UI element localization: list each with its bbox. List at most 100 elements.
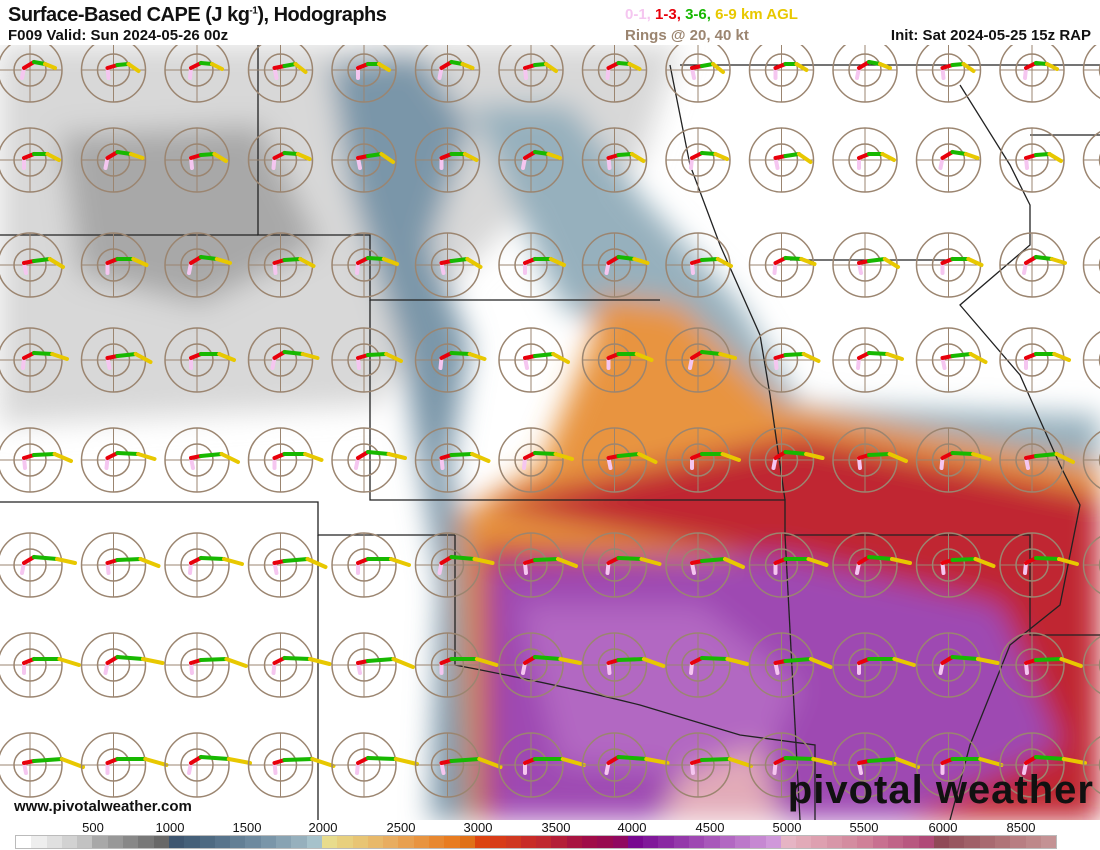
hodograph-segment <box>55 557 77 565</box>
hodograph-segment <box>700 656 730 661</box>
hodograph-segment <box>616 255 637 261</box>
hodograph-segment <box>627 62 642 71</box>
hodograph-segment <box>32 555 59 561</box>
hodograph <box>498 127 564 193</box>
hodograph-segment <box>472 557 495 565</box>
hodograph-segment <box>1047 152 1063 163</box>
hodograph <box>0 632 81 698</box>
hodograph <box>581 532 662 598</box>
colorbar-label: 500 <box>82 820 104 835</box>
hodograph-segment <box>867 452 892 457</box>
hodograph-segment <box>616 556 644 561</box>
hodograph-segment <box>632 257 650 265</box>
hodograph <box>498 632 582 698</box>
hodograph-segment <box>1059 657 1083 668</box>
colorbar-label: 6000 <box>928 820 958 835</box>
hodograph <box>915 732 1004 798</box>
hodograph-segment <box>300 352 320 360</box>
colorbar-swatch <box>505 836 521 848</box>
hodograph-layer-legend: 0-1, 1-3, 3-6, 6-9 km AGL <box>625 6 798 23</box>
hodograph <box>331 232 399 298</box>
hodograph <box>80 427 157 493</box>
hodograph-segment <box>1057 557 1079 566</box>
hodograph <box>999 632 1083 698</box>
hodograph-segment <box>799 257 817 266</box>
colorbar-swatch <box>46 836 62 848</box>
hodograph-segment <box>305 557 328 569</box>
colorbar-swatch <box>474 836 491 848</box>
hodograph-segment <box>32 452 57 457</box>
colorbar-swatch <box>857 836 873 848</box>
hodograph-segment <box>210 62 224 71</box>
hodograph-segment <box>32 757 64 763</box>
colorbar-swatch <box>276 836 292 848</box>
hodograph-segment <box>449 757 482 763</box>
hodograph-segment <box>460 62 475 70</box>
hodograph-segment <box>806 557 829 567</box>
hodograph-segment <box>963 152 980 160</box>
hodograph <box>0 327 69 393</box>
hodograph-segment <box>975 657 1000 665</box>
hodograph <box>665 327 737 393</box>
hodograph-segment <box>32 257 52 263</box>
hodograph <box>915 327 988 393</box>
hodograph-segment <box>700 557 727 563</box>
colorbar-swatch <box>887 836 904 848</box>
hodograph-segment <box>971 452 992 461</box>
hodograph-segment <box>867 757 899 763</box>
colorbar-label: 4000 <box>617 820 647 835</box>
hodograph <box>915 232 984 298</box>
hodograph-segment <box>282 257 303 262</box>
colorbar-swatch <box>658 836 674 848</box>
layer-0-1: 0-1, <box>625 6 651 23</box>
hodograph <box>999 127 1065 193</box>
hodograph-segment <box>199 556 226 561</box>
hodograph-segment <box>894 757 920 769</box>
colorbar-swatch <box>490 836 506 848</box>
hodograph-segment <box>715 257 733 268</box>
colorbar-label: 8500 <box>1006 820 1036 835</box>
site-url[interactable]: www.pivotalweather.com <box>14 798 192 815</box>
hodograph-segment <box>533 451 558 456</box>
hodograph-segment <box>477 757 503 769</box>
hodograph <box>581 327 654 393</box>
hodograph-segment <box>115 451 141 456</box>
colorbar-swatch <box>796 836 812 848</box>
colorbar-swatch <box>306 836 322 848</box>
hodograph-segment <box>133 352 153 364</box>
hodograph-segment <box>115 557 143 562</box>
hodograph <box>915 127 982 193</box>
hodograph-segment <box>783 152 801 158</box>
colorbar-swatch <box>597 836 613 848</box>
hodograph-segment <box>143 757 169 767</box>
colorbar-swatch <box>92 836 108 848</box>
hodograph-segment <box>214 257 232 265</box>
hodograph-segment <box>548 257 566 267</box>
hodograph-segment <box>1034 452 1059 458</box>
hodograph-segment <box>393 757 419 766</box>
hodograph-segment <box>639 557 662 566</box>
hodograph <box>748 532 829 598</box>
colorbar-swatch <box>413 836 430 848</box>
hodograph-segment <box>138 557 161 568</box>
colorbar-swatch <box>31 836 47 848</box>
hodograph-segment <box>115 150 133 156</box>
colorbar-swatch <box>168 836 185 848</box>
hodograph-segment <box>386 452 407 460</box>
hodograph-segment <box>882 257 900 269</box>
hodograph-segment <box>366 256 386 261</box>
hodograph <box>247 532 328 598</box>
hodograph-segment <box>533 655 563 661</box>
hodograph <box>748 632 833 698</box>
hodograph-segment <box>727 757 753 768</box>
colorbar-swatch <box>826 836 843 848</box>
hodograph-segment <box>783 352 806 357</box>
colorbar-swatch <box>230 836 246 848</box>
colorbar-swatch <box>1040 836 1057 848</box>
hodograph <box>331 427 407 493</box>
hodograph <box>748 732 837 798</box>
cape-map[interactable] <box>0 45 1100 820</box>
colorbar-swatch <box>964 836 980 848</box>
hodograph-segment <box>222 557 244 566</box>
colorbar-swatch <box>444 836 460 848</box>
